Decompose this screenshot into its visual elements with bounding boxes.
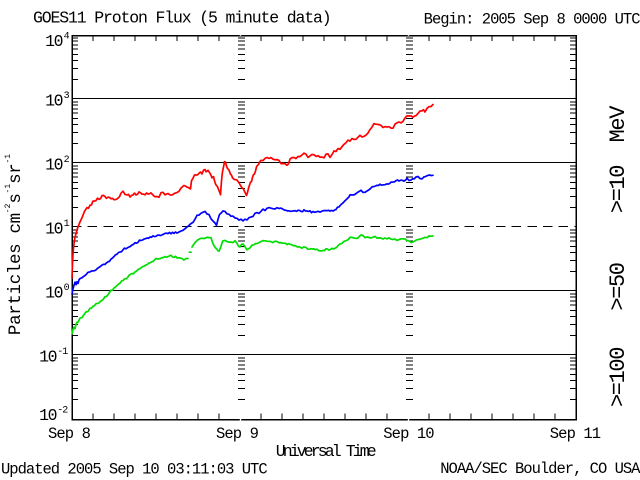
svg-text:10: 10 (45, 92, 63, 111)
svg-text:1: 1 (64, 219, 70, 230)
svg-text:0: 0 (64, 283, 70, 294)
svg-text:Sep 11: Sep 11 (550, 425, 601, 443)
svg-text:2: 2 (64, 155, 70, 166)
svg-text:3: 3 (64, 91, 70, 102)
svg-text:Particles cm-2s-1sr-1: Particles cm-2s-1sr-1 (4, 154, 26, 335)
svg-text:10: 10 (45, 32, 63, 51)
svg-text:GOES11 Proton Flux (5 minute d: GOES11 Proton Flux (5 minute data) (33, 8, 331, 27)
svg-text:>=50: >=50 (606, 263, 631, 310)
svg-text:10: 10 (39, 348, 57, 367)
svg-text:10: 10 (45, 156, 63, 175)
svg-text:NOAA/SEC Boulder, CO USA: NOAA/SEC Boulder, CO USA (440, 460, 640, 478)
svg-text:-1: -1 (57, 347, 68, 358)
svg-text:10: 10 (45, 284, 63, 303)
svg-text:Sep 8: Sep 8 (48, 425, 91, 443)
svg-text:Updated 2005 Sep 10 03:11:03 U: Updated 2005 Sep 10 03:11:03 UTC (1, 461, 267, 479)
svg-text:Sep 9: Sep 9 (216, 425, 259, 443)
svg-text:10: 10 (45, 220, 63, 239)
svg-text:>=100: >=100 (606, 348, 631, 407)
svg-text:Universal Time: Universal Time (276, 442, 376, 461)
svg-text:4: 4 (64, 32, 70, 43)
svg-text:-2: -2 (57, 405, 68, 416)
svg-text:10: 10 (39, 406, 57, 425)
svg-text:Sep 10: Sep 10 (383, 425, 434, 443)
svg-text:MeV: MeV (606, 105, 631, 143)
svg-text:Begin: 2005 Sep 8 0000 UTC: Begin: 2005 Sep 8 0000 UTC (424, 11, 640, 29)
svg-text:>=10: >=10 (606, 166, 631, 213)
